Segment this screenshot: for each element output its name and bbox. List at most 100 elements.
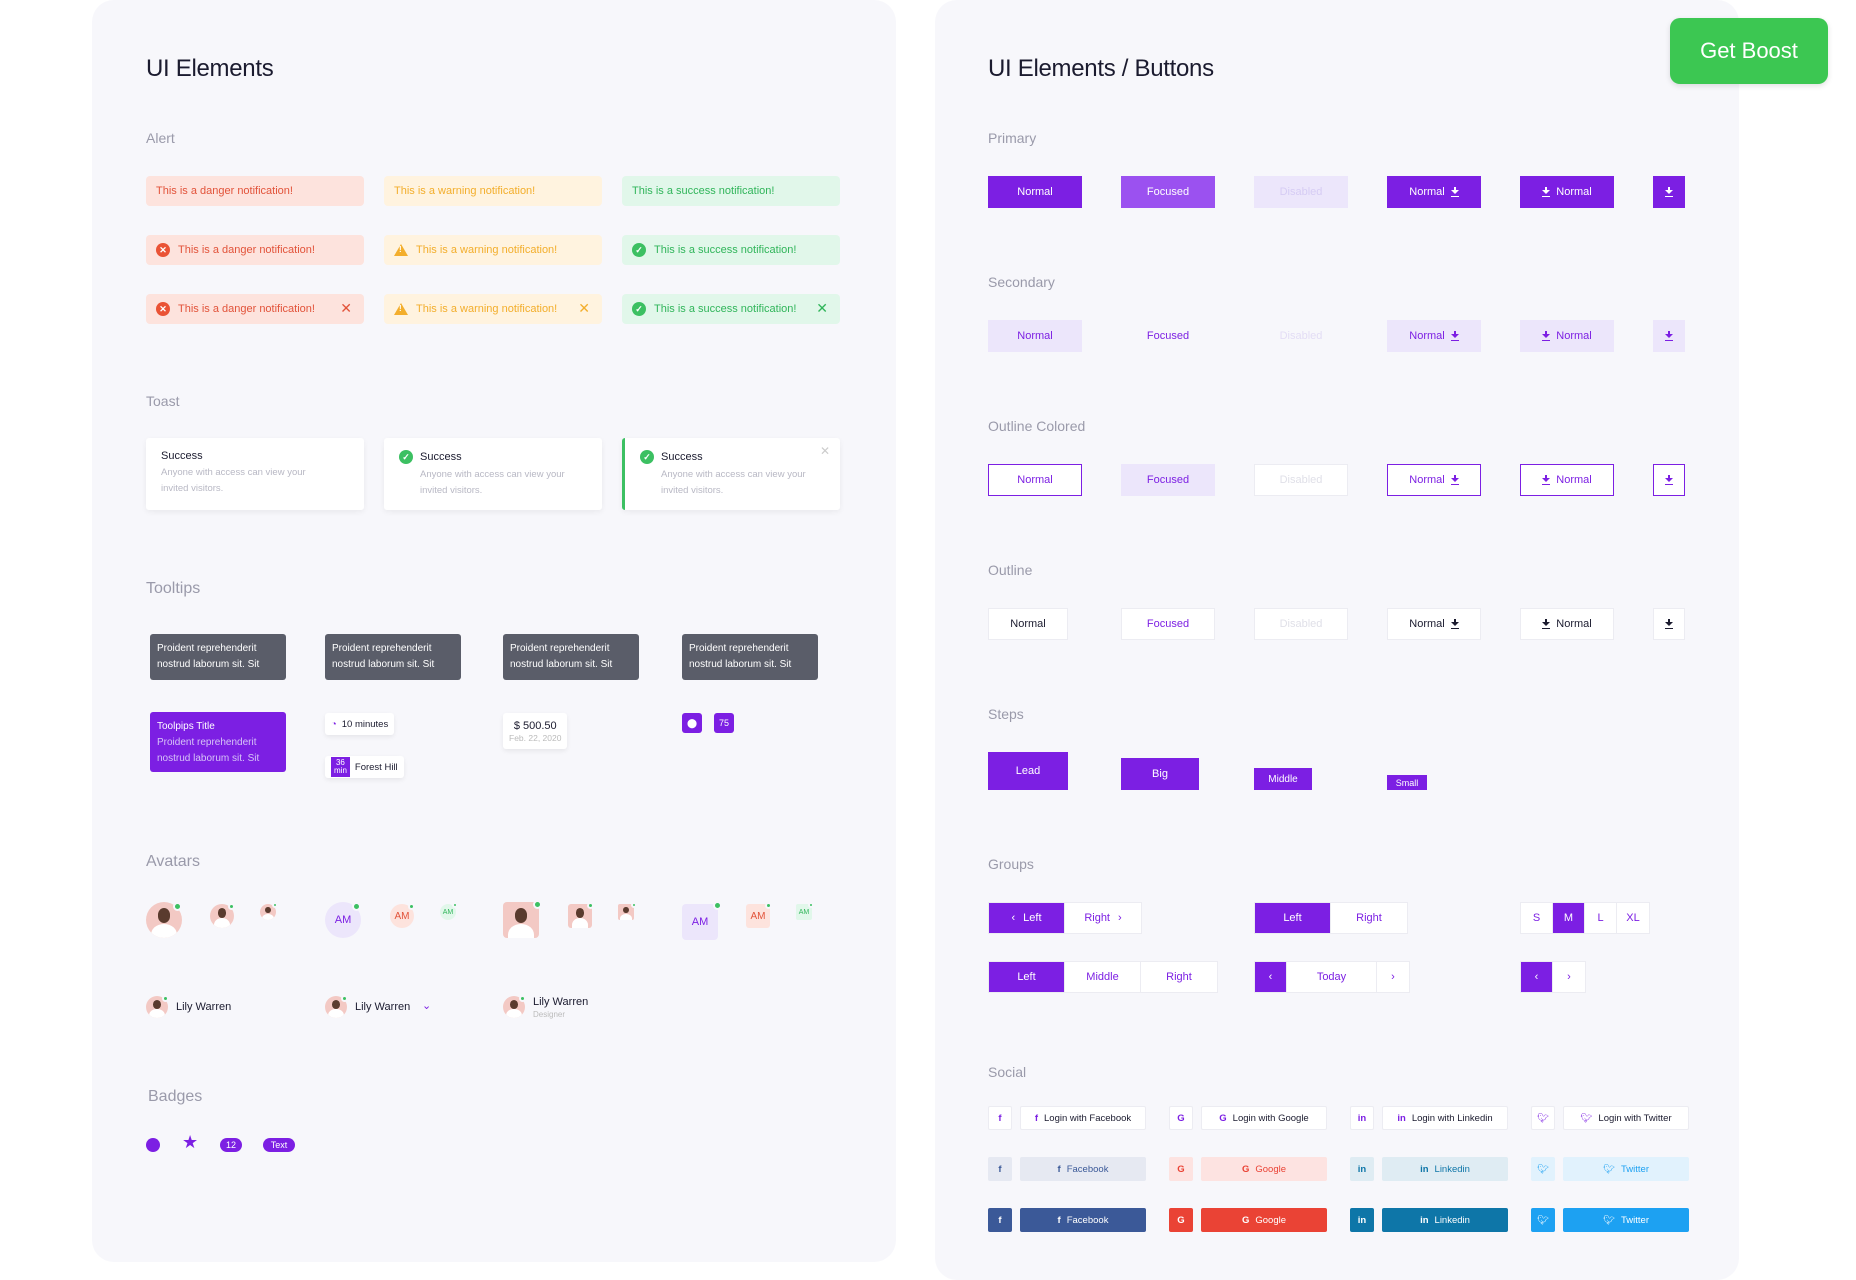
chevron-left-icon[interactable]: ‹ [1521,962,1553,992]
login-google-button[interactable]: G Login with Google [1201,1106,1327,1130]
avatar-square[interactable] [503,902,539,938]
size-l-button[interactable]: L [1585,903,1617,933]
toast-body: invited visitors. [420,485,483,496]
linkedin-icon[interactable]: in [1350,1208,1374,1232]
get-boost-button[interactable]: Get Boost [1670,18,1828,84]
download-icon [1665,475,1673,485]
outline-colored-disabled-button[interactable]: Disabled [1254,464,1348,496]
button-label: Facebook [1066,1214,1109,1226]
login-twitter-button[interactable]: 🐦︎ Login with Twitter [1563,1106,1689,1130]
avatar[interactable] [260,904,276,920]
outline-icon-button[interactable] [1653,608,1685,640]
twitter-button-soft[interactable]: 🐦︎ Twitter [1563,1157,1689,1181]
facebook-icon[interactable]: f [988,1208,1012,1232]
size-xl-button[interactable]: XL [1626,912,1640,924]
facebook-button-soft[interactable]: f Facebook [1020,1157,1146,1181]
size-m-button[interactable]: M [1553,903,1585,933]
primary-download-button[interactable]: Normal [1387,176,1481,208]
group-left-button[interactable]: Left [989,962,1065,992]
location-pin-icon[interactable]: ⬤ [682,713,702,733]
alert-text: This is a danger notification! [178,244,315,256]
login-linkedin-button[interactable]: in Login with Linkedin [1382,1106,1508,1130]
linkedin-icon: in [1397,1112,1406,1124]
chevron-right-icon[interactable]: › [1567,971,1571,983]
group-left-button[interactable]: ‹ Left [989,903,1065,933]
avatar-initials-square[interactable]: AM [682,904,718,940]
secondary-normal-button[interactable]: Normal [988,320,1082,352]
group-right-button[interactable]: Right [1166,971,1192,983]
group-right-button[interactable]: Right › [1065,903,1141,933]
facebook-icon[interactable]: f [988,1157,1012,1181]
outline-colored-focused-button[interactable]: Focused [1121,464,1215,496]
alert-section-title: Alert [146,130,175,146]
lead-button[interactable]: Lead [988,752,1068,790]
avatar-square[interactable] [618,904,634,920]
tooltip-text: nostrud laborum sit. Sit [510,659,613,670]
avatar-initials[interactable]: AM [440,904,456,920]
primary-download-button[interactable]: Normal [1520,176,1614,208]
page-title: UI Elements / Buttons [988,55,1214,82]
group-middle-button[interactable]: Middle [1065,962,1141,992]
twitter-icon[interactable]: 🐦︎ [1531,1208,1555,1232]
secondary-focused-button[interactable]: Focused [1146,330,1190,342]
avatar[interactable] [325,996,347,1018]
close-icon[interactable]: ✕ [816,300,828,316]
chevron-right-icon[interactable]: › [1391,971,1395,983]
secondary-icon-button[interactable] [1653,320,1685,352]
twitter-button[interactable]: 🐦︎ Twitter [1563,1208,1689,1232]
google-icon[interactable]: G [1169,1157,1193,1181]
online-status [272,902,278,908]
toast-body: invited visitors. [661,485,724,496]
download-icon [1542,187,1551,197]
primary-icon-button[interactable] [1653,176,1685,208]
twitter-icon: 🐦︎ [1580,1112,1593,1124]
outline-colored-icon-button[interactable] [1653,464,1685,496]
secondary-download-button[interactable]: Normal [1387,320,1481,352]
outline-normal-button[interactable]: Normal [988,608,1068,640]
google-button-soft[interactable]: G Google [1201,1157,1327,1181]
avatar-name[interactable]: Lily Warren [355,1001,411,1013]
avatar-initials-square[interactable]: AM [796,904,812,920]
twitter-icon[interactable]: 🐦︎ [1531,1157,1555,1181]
outline-colored-download-button[interactable]: Normal [1520,464,1614,496]
size-s-button[interactable]: S [1521,903,1553,933]
primary-normal-button[interactable]: Normal [988,176,1082,208]
big-button[interactable]: Big [1121,758,1199,790]
count-pin[interactable]: 75 [714,713,734,733]
primary-focused-button[interactable]: Focused [1121,176,1215,208]
linkedin-icon[interactable]: in [1350,1106,1374,1130]
primary-disabled-button[interactable]: Disabled [1254,176,1348,208]
secondary-download-button[interactable]: Normal [1520,320,1614,352]
download-icon [1665,619,1673,629]
secondary-disabled-button[interactable]: Disabled [1279,330,1323,342]
download-icon [1450,187,1459,197]
outline-disabled-button[interactable]: Disabled [1254,608,1348,640]
chevron-down-icon[interactable]: ⌄ [422,1000,432,1012]
outline-download-button[interactable]: Normal [1520,608,1614,640]
google-icon[interactable]: G [1169,1208,1193,1232]
facebook-button[interactable]: f Facebook [1020,1208,1146,1232]
facebook-icon[interactable]: f [988,1106,1012,1130]
login-facebook-button[interactable]: f Login with Facebook [1020,1106,1146,1130]
chevron-left-icon[interactable]: ‹ [1255,962,1287,992]
linkedin-icon[interactable]: in [1350,1157,1374,1181]
twitter-icon[interactable]: 🐦︎ [1531,1106,1555,1130]
linkedin-button-soft[interactable]: in Linkedin [1382,1157,1508,1181]
outline-colored-normal-button[interactable]: Normal [988,464,1082,496]
group-left-button[interactable]: Left [1255,903,1331,933]
linkedin-button[interactable]: in Linkedin [1382,1208,1508,1232]
middle-button[interactable]: Middle [1254,768,1312,790]
outline-colored-download-button[interactable]: Normal [1387,464,1481,496]
avatar [146,996,168,1018]
group-right-button[interactable]: Right [1356,912,1382,924]
today-button[interactable]: Today [1287,962,1377,992]
close-icon[interactable]: ✕ [819,444,830,458]
outline-focused-button[interactable]: Focused [1121,608,1215,640]
small-button[interactable]: Small [1387,775,1427,790]
close-icon[interactable]: ✕ [340,300,352,316]
outline-download-button[interactable]: Normal [1387,608,1481,640]
google-icon[interactable]: G [1169,1106,1193,1130]
close-icon[interactable]: ✕ [578,300,590,316]
google-button[interactable]: G Google [1201,1208,1327,1232]
social-section-title: Social [988,1064,1027,1080]
